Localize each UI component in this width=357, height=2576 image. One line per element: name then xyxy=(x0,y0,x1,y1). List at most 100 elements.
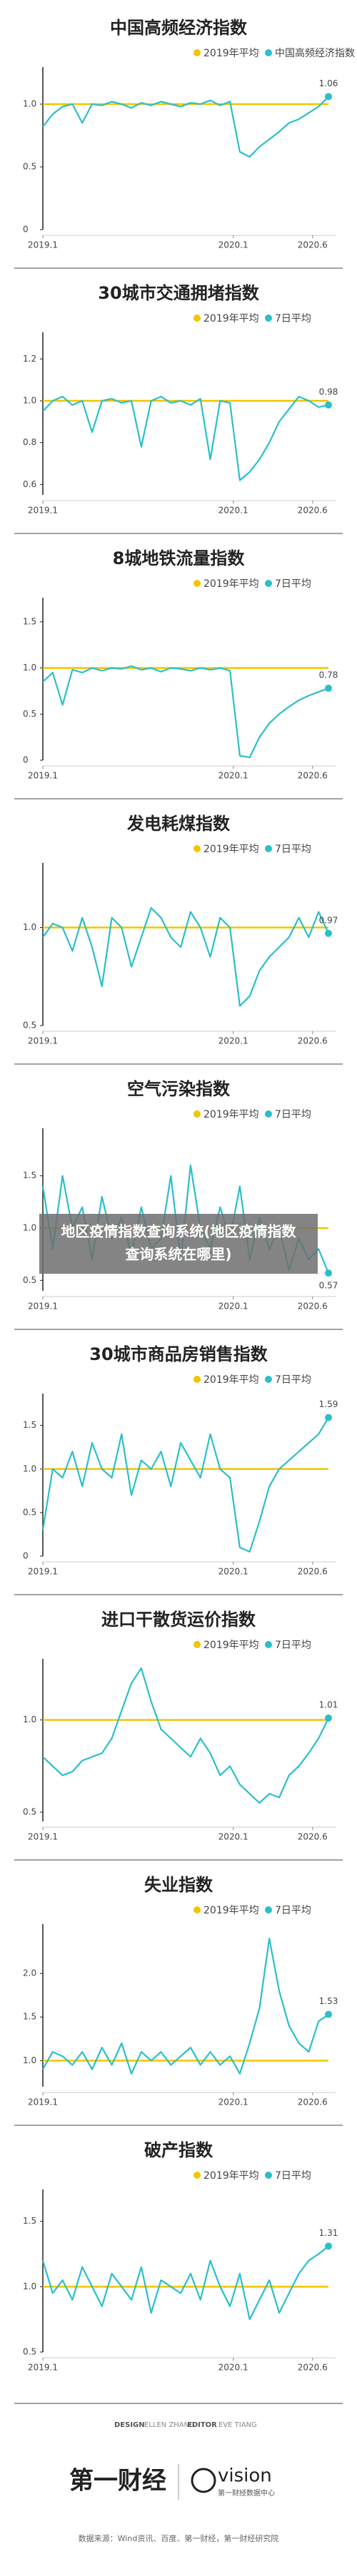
y-tick-label: 1.5 xyxy=(23,616,36,626)
legend-label: 2019年平均 xyxy=(203,48,259,59)
legend-label: 2019年平均 xyxy=(203,1905,259,1916)
legend-swatch xyxy=(265,1110,272,1118)
credit-label: DESIGN xyxy=(114,2421,145,2429)
end-label: 0.57 xyxy=(319,1281,338,1291)
x-tick-label: 2020.6 xyxy=(298,240,328,250)
y-tick-label: 1.0 xyxy=(23,2055,36,2065)
legend-swatch xyxy=(265,1906,272,1913)
legend-swatch xyxy=(193,1906,201,1913)
legend-label: 2019年平均 xyxy=(203,1109,259,1120)
chart-title: 破产指数 xyxy=(144,2140,213,2160)
legend-label: 7日平均 xyxy=(275,1109,311,1120)
y-tick-label: 1.5 xyxy=(23,1420,36,1430)
y-tick-label: 0.5 xyxy=(23,709,36,719)
legend-label: 7日平均 xyxy=(275,578,311,590)
legend-swatch xyxy=(265,845,272,852)
y-tick-label: 1.0 xyxy=(23,396,36,406)
y-tick-label: 1.2 xyxy=(23,354,36,364)
x-tick-label: 2020.1 xyxy=(218,1036,248,1046)
y-tick-label: 0.5 xyxy=(23,162,36,172)
legend-swatch xyxy=(265,1376,272,1383)
x-tick-label: 2019.1 xyxy=(28,1567,58,1577)
y-tick-label: 1.0 xyxy=(23,922,36,932)
series-line xyxy=(42,1667,329,1804)
footer: DESIGN ELLEN ZHANG EDITOR EVE TIANG 第一财经… xyxy=(14,2403,343,2543)
credit-label: EDITOR xyxy=(187,2421,217,2429)
chart-title: 中国高频经济指数 xyxy=(110,18,248,38)
x-tick-label: 2020.6 xyxy=(298,1567,328,1577)
series-line xyxy=(42,1938,329,2075)
y-tick-label: 0 xyxy=(23,1551,29,1561)
end-label: 1.06 xyxy=(319,78,338,88)
end-point xyxy=(325,929,332,937)
end-label: 0.98 xyxy=(319,387,338,397)
x-tick-label: 2020.6 xyxy=(298,1036,328,1046)
banner-box xyxy=(39,1214,318,1274)
x-tick-label: 2020.6 xyxy=(298,2097,328,2107)
legend-swatch xyxy=(265,2172,272,2179)
legend-swatch xyxy=(193,2172,201,2179)
legend-swatch xyxy=(193,315,201,322)
banner: 地区疫情指数查询系统(地区疫情指数 查询系统在哪里) xyxy=(39,1214,318,1274)
y-tick-label: 0.5 xyxy=(23,1807,36,1817)
legend-swatch xyxy=(265,580,272,587)
legend-swatch xyxy=(265,1641,272,1648)
legend-swatch xyxy=(193,1641,201,1648)
end-point xyxy=(325,93,332,101)
x-tick-label: 2019.1 xyxy=(28,506,58,516)
x-tick-label: 2020.1 xyxy=(218,771,248,781)
legend-label: 2019年平均 xyxy=(203,844,259,855)
legend-label: 7日平均 xyxy=(275,2170,311,2182)
chart-title: 失业指数 xyxy=(144,1875,213,1895)
legend-swatch xyxy=(193,1110,201,1118)
legend-label: 7日平均 xyxy=(275,1905,311,1916)
end-label: 0.78 xyxy=(319,670,338,680)
y-tick-label: 0 xyxy=(23,225,29,235)
y-tick-label: 0.5 xyxy=(23,2347,36,2357)
y-tick-label: 0.8 xyxy=(23,437,36,447)
legend-label: 2019年平均 xyxy=(203,1640,259,1651)
legend-swatch xyxy=(265,315,272,322)
end-label: 1.53 xyxy=(319,1996,338,2006)
series-line xyxy=(41,1417,329,1553)
y-tick-label: 0.6 xyxy=(23,479,36,489)
logo-sub: 第一财经数据中心 xyxy=(218,2488,275,2498)
y-tick-label: 1.0 xyxy=(23,2281,36,2291)
x-tick-label: 2020.6 xyxy=(298,771,328,781)
legend-swatch xyxy=(193,1376,201,1383)
series-line xyxy=(42,96,329,158)
series-line xyxy=(42,396,329,481)
x-tick-label: 2020.6 xyxy=(298,2363,328,2373)
y-tick-label: 1.0 xyxy=(23,663,36,673)
x-tick-label: 2020.1 xyxy=(218,2363,248,2373)
x-tick-label: 2019.1 xyxy=(28,2363,58,2373)
x-tick-label: 2019.1 xyxy=(28,2097,58,2107)
end-label: 1.31 xyxy=(319,2228,338,2238)
logo-ring xyxy=(191,2468,216,2493)
end-point xyxy=(325,1414,332,1421)
series-line xyxy=(42,906,330,1007)
source: 数据来源：Wind资讯、百度、第一财经，第一财经研究院 xyxy=(79,2533,279,2543)
x-tick-label: 2020.1 xyxy=(218,1302,248,1312)
end-label: 1.59 xyxy=(319,1399,338,1409)
legend-label: 7日平均 xyxy=(275,1374,311,1386)
y-tick-label: 1.0 xyxy=(23,1223,36,1233)
x-tick-label: 2020.1 xyxy=(218,1567,248,1577)
x-tick-label: 2020.6 xyxy=(298,1302,328,1312)
x-tick-label: 2019.1 xyxy=(28,1302,58,1312)
legend-label: 2019年平均 xyxy=(203,313,259,324)
y-tick-label: 0.5 xyxy=(23,1021,36,1031)
y-tick-label: 1.5 xyxy=(23,2216,36,2226)
legend-label: 7日平均 xyxy=(275,1640,311,1651)
legend-label: 2019年平均 xyxy=(203,2170,259,2182)
end-point xyxy=(325,2242,332,2250)
logo: vision xyxy=(218,2465,272,2487)
y-tick-label: 1.0 xyxy=(23,1714,36,1724)
credit-name: ELLEN ZHANG xyxy=(144,2421,195,2429)
x-tick-label: 2020.6 xyxy=(298,1832,328,1842)
end-point xyxy=(325,401,332,409)
chart-title: 30城市交通拥堵指数 xyxy=(98,283,259,303)
end-point xyxy=(325,2010,332,2018)
